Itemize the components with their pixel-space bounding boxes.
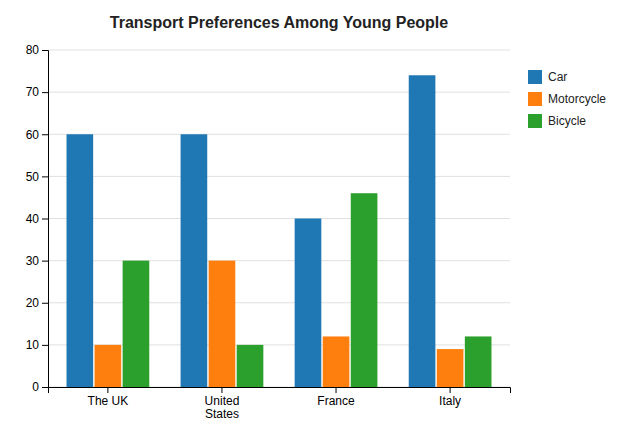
tick-label: France: [317, 394, 355, 408]
tick-mark: [450, 387, 451, 393]
legend-swatch: [528, 114, 542, 128]
grid-line: [48, 50, 510, 51]
axis-line: [42, 51, 49, 388]
legend-item: Bicycle: [528, 114, 586, 128]
tick: Italy: [439, 387, 461, 408]
tick-mark: [42, 176, 48, 177]
bar: [123, 261, 150, 387]
tick-mark: [42, 387, 48, 388]
tick-label: 0: [32, 380, 39, 394]
x-axis: The UK UnitedStates France Italy: [49, 387, 511, 421]
bar: [181, 134, 208, 387]
tick: 50: [26, 170, 48, 184]
tick: 80: [26, 43, 48, 57]
grid-line: [48, 260, 510, 261]
chart: 0 10 20 30 40 50 60 70 80 The UK UnitedStates Franc…: [0, 0, 640, 445]
bar: [437, 349, 464, 387]
tick-label: 10: [26, 338, 40, 352]
title: Transport Preferences Among Young People: [110, 14, 449, 31]
tick: 10: [26, 338, 48, 352]
tick: 60: [26, 128, 48, 142]
tick: 30: [26, 254, 48, 268]
tick-label: 70: [26, 85, 40, 99]
axis-line: [49, 388, 511, 394]
tick-mark: [336, 387, 337, 393]
tick-label: 50: [26, 170, 40, 184]
tick-mark: [42, 50, 48, 51]
grid-line: [48, 302, 510, 303]
y-axis: 0 10 20 30 40 50 60 70 80: [26, 43, 49, 394]
tick: 20: [26, 296, 48, 310]
tick-label: 80: [26, 43, 40, 57]
bar: [95, 345, 122, 387]
legend-item: Motorcycle: [528, 92, 606, 106]
grid-line: [48, 218, 510, 219]
bar: [323, 336, 350, 387]
tick-mark: [42, 92, 48, 93]
tick-label-line: Italy: [439, 394, 461, 408]
tick-mark: [42, 134, 48, 135]
tick-label: UnitedStates: [205, 394, 240, 422]
bar: [465, 336, 492, 387]
tick-mark: [42, 261, 48, 262]
tick-mark: [42, 303, 48, 304]
bar: [67, 134, 94, 387]
tick-label-line: France: [317, 394, 355, 408]
bar-series: [67, 75, 436, 387]
bar: [351, 193, 378, 387]
plot-area: 0 10 20 30 40 50 60 70 80 The UK UnitedStates Franc…: [26, 43, 511, 421]
grid-line: [48, 176, 510, 177]
tick: 0: [32, 380, 48, 394]
bar: [237, 345, 264, 387]
bar-series: [95, 261, 464, 387]
tick-mark: [107, 387, 108, 393]
bar: [209, 261, 236, 387]
legend-label: Motorcycle: [548, 92, 606, 106]
legend: Car Motorcycle Bicycle: [528, 70, 606, 128]
bar-series: [123, 193, 492, 387]
grid-line: [48, 134, 510, 135]
legend-label: Bicycle: [548, 114, 586, 128]
legend-swatch: [528, 92, 542, 106]
tick-label: The UK: [88, 394, 129, 408]
grid: [48, 50, 510, 387]
tick-label: Italy: [439, 394, 461, 408]
tick: 40: [26, 212, 48, 226]
tick-label-line: States: [205, 407, 239, 421]
tick: UnitedStates: [205, 387, 240, 421]
legend-label: Car: [548, 70, 567, 84]
legend-item: Car: [528, 70, 567, 84]
tick-label: 20: [26, 296, 40, 310]
tick: 70: [26, 85, 48, 99]
tick: France: [317, 387, 355, 408]
tick-label: 30: [26, 254, 40, 268]
bar: [295, 219, 322, 388]
tick-label: 40: [26, 212, 40, 226]
bars: [67, 75, 492, 387]
legend-swatch: [528, 70, 542, 84]
tick-mark: [42, 219, 48, 220]
grid-line: [48, 92, 510, 93]
tick-mark: [42, 345, 48, 346]
tick-label: 60: [26, 128, 40, 142]
tick-label-line: United: [205, 394, 240, 408]
bar: [409, 75, 436, 387]
tick-mark: [221, 387, 222, 393]
tick-label-line: The UK: [88, 394, 129, 408]
tick: The UK: [88, 387, 129, 408]
